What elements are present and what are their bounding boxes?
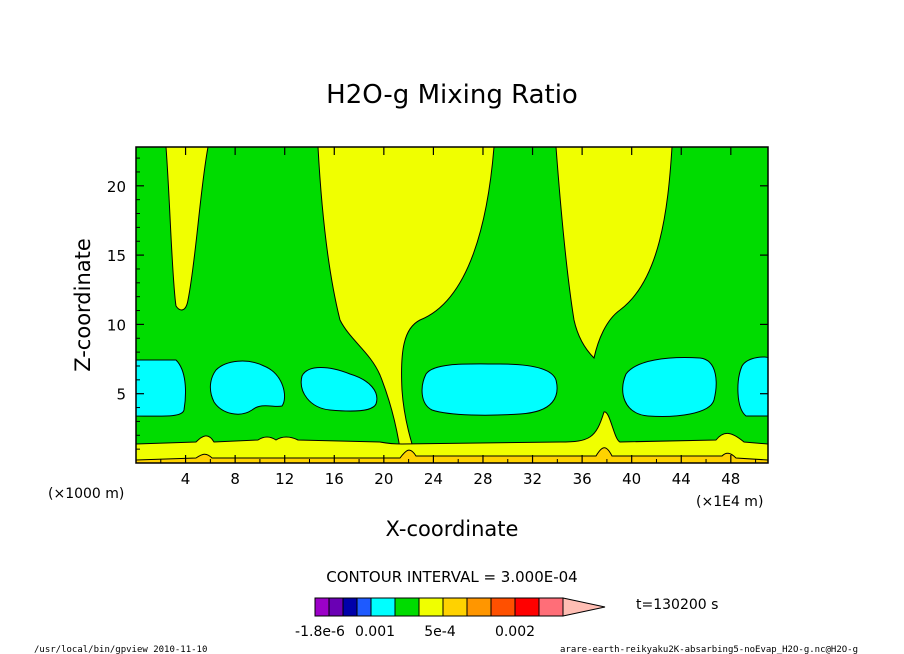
footer-right: arare-earth-reikyaku2K-absarbing5-noEvap… <box>560 645 858 654</box>
x-unit-right: (×1E4 m) <box>696 494 763 510</box>
colorbar-cell <box>342 597 358 617</box>
colorbar-cell <box>328 597 344 617</box>
y-tick-label: 20 <box>107 178 126 196</box>
field-cyan-cell <box>421 363 558 416</box>
colorbar-cell <box>356 597 372 617</box>
colorbar-extension-arrow <box>562 597 606 617</box>
x-tick-label: 48 <box>721 470 740 488</box>
field-cyan-cell <box>622 357 717 417</box>
field-gold-band <box>136 447 768 463</box>
x-tick-label: 20 <box>374 470 393 488</box>
field-yellow-band <box>136 411 768 463</box>
x-tick-label: 28 <box>473 470 492 488</box>
field-yellow-plume <box>317 147 495 463</box>
x-tick-label: 36 <box>573 470 592 488</box>
colorbar-labels: -1.8e-6 0.001 5e-4 0.002 <box>295 624 535 640</box>
contour-interval: CONTOUR INTERVAL = 3.000E-04 <box>326 568 577 586</box>
x-unit-left: (×1000 m) <box>48 486 124 502</box>
time-label: t=130200 s <box>636 597 718 613</box>
x-tick-label: 32 <box>523 470 542 488</box>
x-axis: 4 8 12 16 20 24 28 32 36 40 44 48 <box>160 147 757 488</box>
colorbar-cell <box>514 597 540 617</box>
x-tick-label: 8 <box>230 470 240 488</box>
field-cyan-cell <box>136 359 187 417</box>
plot-frame <box>135 146 769 464</box>
field-yellow-plume <box>165 147 209 311</box>
y-tick-label: 5 <box>116 386 126 404</box>
colorbar <box>314 597 606 617</box>
colorbar-cell <box>418 597 444 617</box>
field-cyan-cell <box>209 360 286 415</box>
colorbar-cell <box>370 597 396 617</box>
colorbar-cell <box>442 597 468 617</box>
field-cyan-cell <box>300 367 378 412</box>
x-tick-label: 24 <box>424 470 443 488</box>
x-tick-label: 4 <box>181 470 191 488</box>
x-tick-label: 16 <box>325 470 344 488</box>
colorbar-label: -1.8e-6 <box>295 624 345 640</box>
x-axis-label: X-coordinate <box>386 517 519 541</box>
colorbar-label: 0.001 <box>355 624 395 640</box>
colorbar-cell <box>538 597 564 617</box>
chart-title: H2O-g Mixing Ratio <box>326 80 578 110</box>
colorbar-label: 5e-4 <box>424 624 456 640</box>
y-tick-label: 10 <box>107 316 126 334</box>
field-cyan-cell <box>737 356 768 417</box>
colorbar-cell <box>490 597 516 617</box>
y-axis: 5 10 15 20 <box>107 157 768 450</box>
plot-area <box>135 146 769 464</box>
footer-left: /usr/local/bin/gpview 2010-11-10 <box>34 645 207 654</box>
field-yellow-plume <box>555 147 673 359</box>
x-tick-label: 40 <box>622 470 641 488</box>
y-tick-label: 15 <box>107 247 126 265</box>
colorbar-cell <box>394 597 420 617</box>
x-tick-label: 44 <box>672 470 691 488</box>
colorbar-cell <box>466 597 492 617</box>
colorbar-cell <box>314 597 330 617</box>
x-tick-label: 12 <box>275 470 294 488</box>
colorbar-label: 0.002 <box>495 624 535 640</box>
y-axis-label: Z-coordinate <box>71 238 95 372</box>
